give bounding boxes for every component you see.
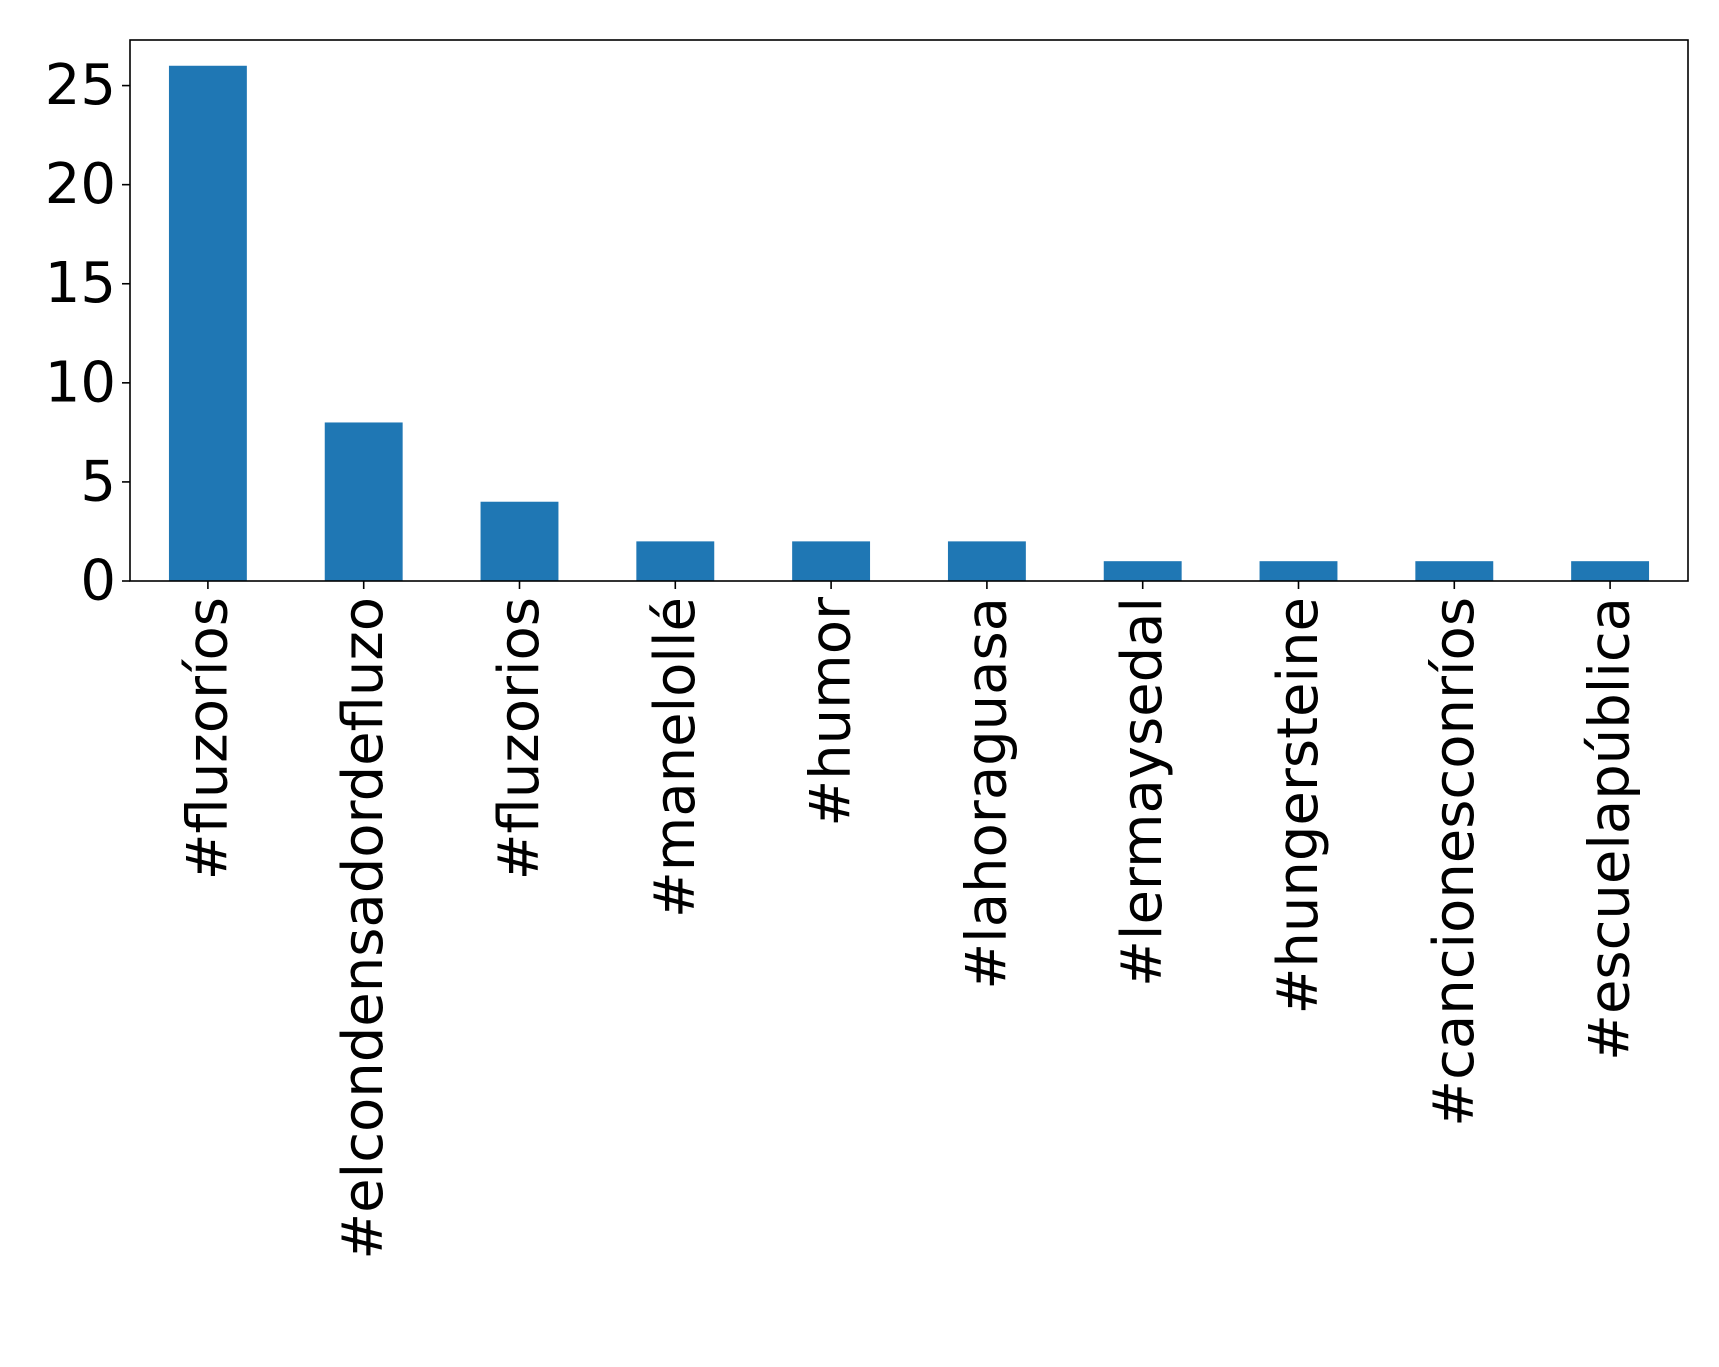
x-tick-label: #cancionesconríos (1422, 597, 1487, 1127)
plot-frame (129, 39, 1689, 582)
bar-10 (1571, 561, 1650, 581)
bar-7 (1103, 561, 1182, 581)
bar-9 (1415, 561, 1494, 581)
x-tick-label: #escuelapública (1578, 597, 1643, 1061)
y-tick-label: 0 (80, 549, 116, 614)
bar-8 (1259, 561, 1338, 581)
bars-group (168, 65, 1650, 581)
y-tick-label: 10 (45, 350, 116, 415)
x-ticks-group: #fluzoríos #elcondensadordefluzo #fluzorio… (175, 581, 1643, 1260)
x-tick-label: #fluzoríos (175, 597, 240, 880)
y-tick-label: 20 (45, 152, 116, 217)
x-tick-label: #hungersteine (1266, 597, 1331, 1015)
x-tick-label: #lahoraguasa (954, 597, 1019, 990)
x-tick-label: #humor (799, 596, 864, 827)
x-tick-label: #lermaysedal (1110, 597, 1175, 987)
bar-4 (636, 541, 715, 581)
bar-5 (792, 541, 871, 581)
y-tick-label: 15 (45, 251, 116, 316)
x-tick-label: #elcondensadordefluzo (331, 597, 396, 1260)
bar-3 (480, 501, 559, 581)
bar-1 (168, 65, 247, 581)
x-tick-label: #fluzorios (487, 597, 552, 880)
x-tick-label: #manelollé (643, 597, 708, 918)
bar-2 (324, 422, 403, 581)
bar-6 (947, 541, 1026, 581)
y-ticks-group: 0 5 10 15 20 25 (45, 53, 130, 614)
y-tick-label: 5 (80, 449, 116, 514)
y-tick-label: 25 (45, 53, 116, 118)
